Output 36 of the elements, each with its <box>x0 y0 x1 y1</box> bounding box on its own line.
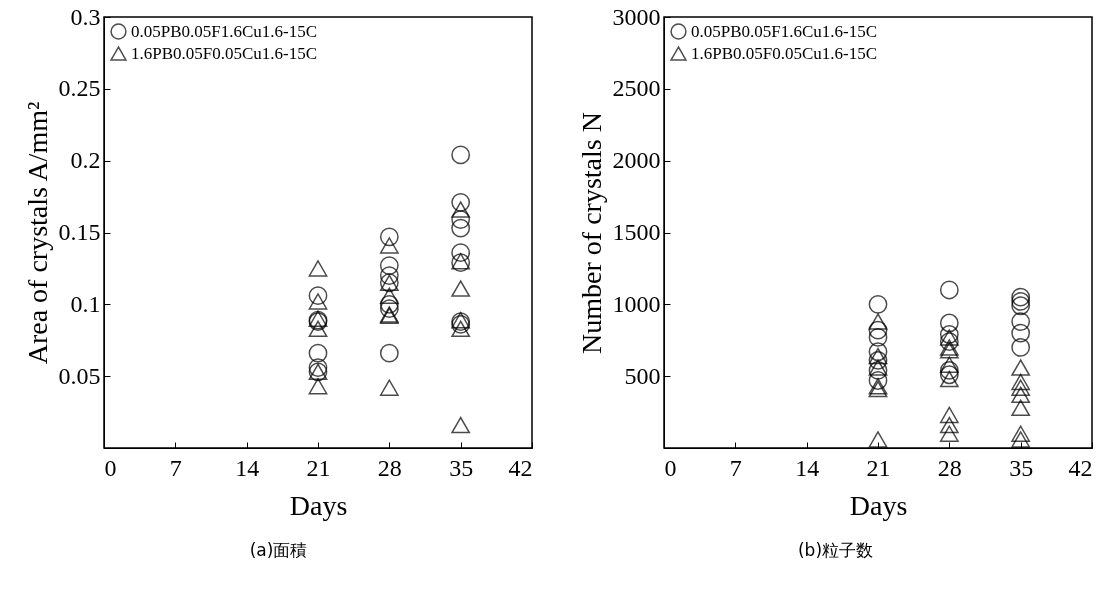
x-tick-label: 42 <box>508 454 533 481</box>
legend-label: 0.05PB0.05F1.6Cu1.6-15C <box>131 21 318 41</box>
x-tick-label: 7 <box>729 454 742 481</box>
legend-label: 0.05PB0.05F1.6Cu1.6-15C <box>691 21 878 41</box>
x-tick-label: 21 <box>306 454 331 481</box>
y-tick-label: 0.1 <box>70 290 101 317</box>
y-tick-label: 2500 <box>612 75 661 102</box>
y-tick-label: 3000 <box>612 3 661 30</box>
y-tick-label: 0.15 <box>58 219 101 245</box>
y-tick-label: 1000 <box>612 290 661 317</box>
y-tick-label: 2000 <box>612 147 661 174</box>
x-tick-label: 0 <box>664 454 677 481</box>
x-tick-label: 7 <box>169 454 182 481</box>
x-tick-label: 21 <box>866 454 891 481</box>
legend-label: 1.6PB0.05F0.05Cu1.6-15C <box>131 43 318 63</box>
x-tick-label: 0 <box>104 454 117 481</box>
y-tick-label: 0.25 <box>58 75 101 102</box>
legend-label: 1.6PB0.05F0.05Cu1.6-15C <box>691 43 878 63</box>
y-tick-label: 0.3 <box>70 3 101 30</box>
x-tick-label: 14 <box>795 454 820 481</box>
x-tick-label: 35 <box>1009 454 1034 481</box>
text: (b)粒子数 <box>797 539 874 562</box>
y-axis-title: Number of crystals N <box>575 112 607 354</box>
x-tick-label: 14 <box>235 454 260 481</box>
y-axis-title: Area of crystals A/mm² <box>21 101 53 365</box>
y-tick-label: 500 <box>624 362 661 389</box>
x-axis-title: Days <box>849 489 908 521</box>
y-tick-label: 1500 <box>612 219 661 245</box>
text: (a)面積 <box>249 539 308 562</box>
x-tick-label: 28 <box>377 454 402 481</box>
x-tick-label: 28 <box>937 454 962 481</box>
y-tick-label: 0.05 <box>58 362 101 389</box>
x-axis-title: Days <box>289 489 348 521</box>
x-tick-label: 35 <box>449 454 474 481</box>
y-tick-label: 0.2 <box>70 147 101 174</box>
x-tick-label: 42 <box>1068 454 1093 481</box>
